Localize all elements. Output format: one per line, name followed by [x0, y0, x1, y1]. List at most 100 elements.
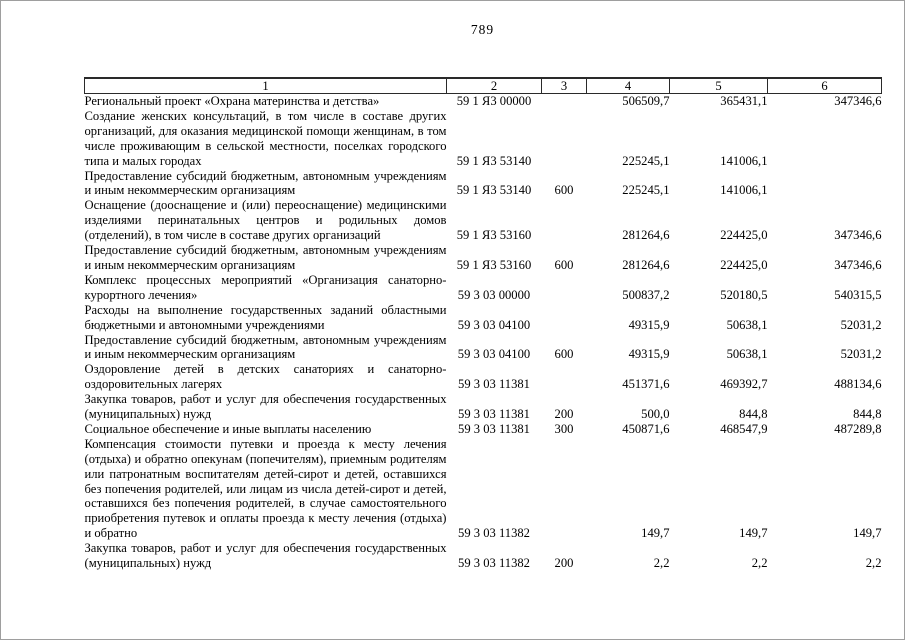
row-amount-cell: 488134,6: [834, 377, 882, 392]
row-code-cell: 59 3 03 00000: [457, 287, 531, 302]
column-header-cell: 6: [767, 77, 882, 94]
row-expense-kind-cell: 600: [554, 257, 574, 272]
row-expense-kind-cell: [542, 273, 587, 303]
row-code-cell: 59 3 03 11382: [458, 556, 530, 571]
table-row: Предоставление субсидий бюджетным, автон…: [85, 243, 882, 273]
row-amount-cell: 224425,0: [720, 257, 768, 272]
row-code-cell: 59 3 03 04100: [457, 347, 531, 362]
column-header-cell: 5: [669, 77, 768, 94]
row-expense-kind-cell: [542, 362, 587, 392]
row-amount-cell: 149,7: [739, 526, 768, 541]
row-name-cell: Предоставление субсидий бюджетным, автон…: [84, 332, 447, 362]
row-amount-cell: 149,7: [641, 526, 670, 541]
page-number: 789: [470, 22, 495, 37]
table-row: Социальное обеспечение и иные выплаты на…: [85, 422, 882, 437]
column-header-cell: 3: [541, 77, 587, 94]
column-header-cell: 1: [84, 77, 447, 94]
row-amount-cell: [768, 109, 882, 169]
row-name-cell: Социальное обеспечение и иные выплаты на…: [84, 421, 372, 436]
row-amount-cell: 487289,8: [834, 421, 882, 436]
row-code-cell: 59 3 03 11382: [458, 526, 530, 541]
row-amount-cell: 468547,9: [720, 421, 768, 436]
row-amount-cell: 141006,1: [720, 183, 768, 198]
table-row: Оснащение (дооснащение и (или) переоснащ…: [85, 198, 882, 243]
row-code-cell: 59 1 Я3 00000: [456, 94, 532, 108]
row-amount-cell: 2,2: [751, 556, 768, 571]
table-row: Создание женских консультаций, в том чис…: [85, 109, 882, 169]
row-amount-cell: 50638,1: [726, 317, 768, 332]
row-amount-cell: 281264,6: [622, 257, 670, 272]
table-row: Комплекс процессных мероприятий «Организ…: [85, 273, 882, 303]
row-expense-kind-cell: 200: [554, 407, 574, 422]
row-amount-cell: 2,2: [865, 556, 882, 571]
row-amount-cell: 520180,5: [720, 287, 768, 302]
row-amount-cell: [768, 169, 882, 199]
row-name-cell: Компенсация стоимости путевки и проезда …: [84, 436, 447, 541]
row-amount-cell: 506509,7: [622, 94, 670, 108]
row-name-cell: Оснащение (дооснащение и (или) переоснащ…: [84, 198, 447, 243]
table-row: Оздоровление детей в детских санаториях …: [85, 362, 882, 392]
row-amount-cell: 365431,1: [720, 94, 768, 108]
row-name-cell: Предоставление субсидий бюджетным, автон…: [84, 168, 447, 198]
table-row: Региональный проект «Охрана материнства …: [85, 94, 882, 109]
row-name-cell: Закупка товаров, работ и услуг для обесп…: [84, 541, 447, 571]
row-amount-cell: 52031,2: [840, 317, 882, 332]
row-expense-kind-cell: [542, 94, 587, 109]
row-amount-cell: 50638,1: [726, 347, 768, 362]
row-amount-cell: 49315,9: [628, 317, 670, 332]
row-code-cell: 59 1 Я3 53160: [456, 228, 532, 243]
row-expense-kind-cell: [542, 437, 587, 541]
row-expense-kind-cell: 600: [554, 183, 574, 198]
row-name-cell: Закупка товаров, работ и услуг для обесп…: [84, 392, 447, 422]
row-amount-cell: 469392,7: [720, 377, 768, 392]
row-amount-cell: 347346,6: [834, 257, 882, 272]
row-amount-cell: 500837,2: [622, 287, 670, 302]
row-amount-cell: 347346,6: [834, 94, 882, 108]
row-expense-kind-cell: [542, 109, 587, 169]
row-expense-kind-cell: [542, 303, 587, 333]
row-expense-kind-cell: [542, 198, 587, 243]
row-amount-cell: 225245,1: [622, 153, 670, 168]
row-code-cell: 59 3 03 11381: [458, 377, 530, 392]
row-amount-cell: 52031,2: [840, 347, 882, 362]
row-code-cell: 59 1 Я3 53140: [456, 153, 532, 168]
column-header-cell: 2: [446, 77, 542, 94]
row-code-cell: 59 1 Я3 53160: [456, 257, 532, 272]
row-amount-cell: 500,0: [641, 407, 670, 422]
row-name-cell: Предоставление субсидий бюджетным, автон…: [84, 243, 447, 272]
row-amount-cell: 224425,0: [720, 228, 768, 243]
row-name-cell: Комплекс процессных мероприятий «Организ…: [84, 272, 447, 302]
row-expense-kind-cell: 300: [554, 421, 574, 436]
row-amount-cell: 540315,5: [834, 287, 882, 302]
table-row: Предоставление субсидий бюджетным, автон…: [85, 169, 882, 199]
row-amount-cell: 49315,9: [628, 347, 670, 362]
row-code-cell: 59 3 03 04100: [457, 317, 531, 332]
table-row: Закупка товаров, работ и услуг для обесп…: [85, 392, 882, 422]
table-body: Региональный проект «Охрана материнства …: [85, 94, 882, 572]
table-row: Компенсация стоимости путевки и проезда …: [85, 437, 882, 541]
row-name-cell: Оздоровление детей в детских санаториях …: [84, 362, 447, 392]
column-header-cell: 4: [586, 77, 670, 94]
table-row: Закупка товаров, работ и услуг для обесп…: [85, 541, 882, 571]
row-code-cell: 59 1 Я3 53140: [456, 183, 532, 198]
row-amount-cell: 844,8: [739, 407, 768, 422]
row-amount-cell: 450871,6: [622, 421, 670, 436]
row-name-cell: Расходы на выполнение государственных за…: [84, 302, 447, 332]
row-amount-cell: 844,8: [853, 407, 882, 422]
table-row: Предоставление субсидий бюджетным, автон…: [85, 333, 882, 363]
table-row: Расходы на выполнение государственных за…: [85, 303, 882, 333]
row-code-cell: 59 3 03 11381: [458, 421, 530, 436]
row-name-cell: Создание женских консультаций, в том чис…: [84, 108, 447, 168]
row-amount-cell: 451371,6: [622, 377, 670, 392]
row-amount-cell: 141006,1: [720, 153, 768, 168]
row-amount-cell: 225245,1: [622, 183, 670, 198]
row-name-cell: Региональный проект «Охрана материнства …: [84, 94, 380, 108]
row-amount-cell: 281264,6: [622, 228, 670, 243]
row-code-cell: 59 3 03 11381: [458, 407, 530, 422]
row-expense-kind-cell: 200: [554, 556, 574, 571]
row-amount-cell: 149,7: [853, 526, 882, 541]
row-amount-cell: 2,2: [653, 556, 670, 571]
